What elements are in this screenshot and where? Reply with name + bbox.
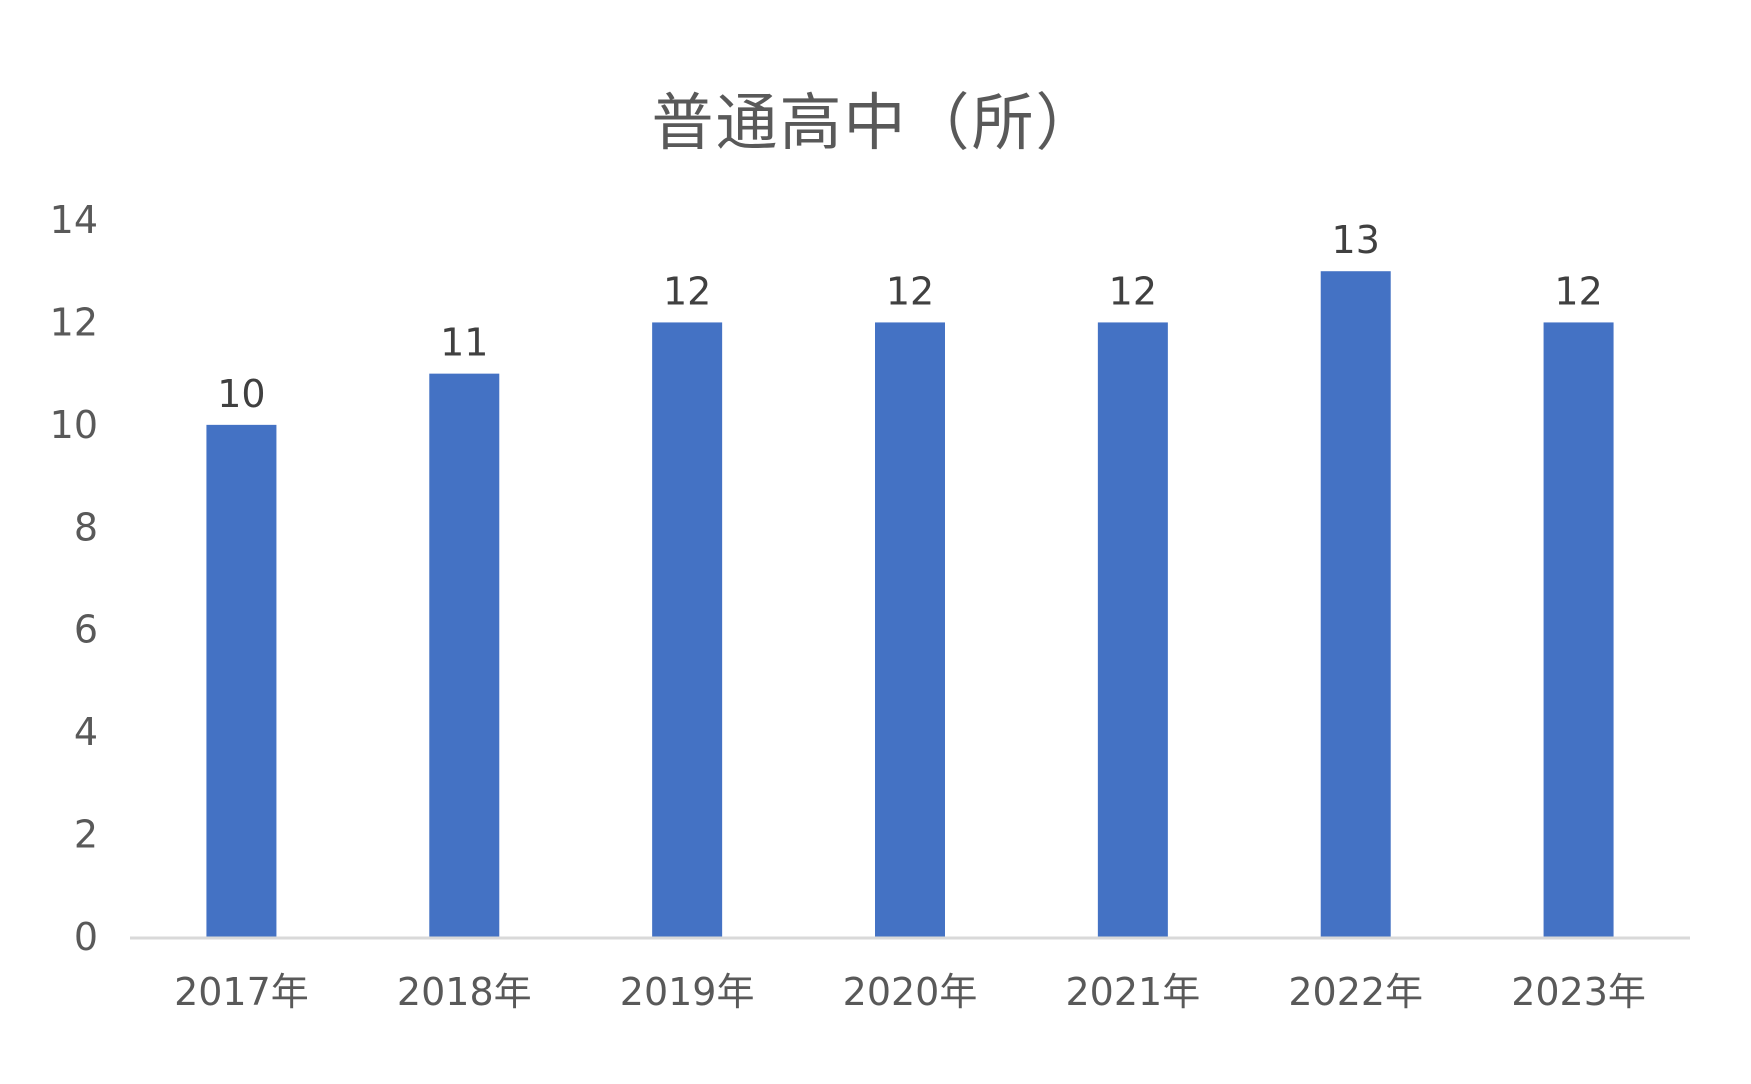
bar <box>1097 322 1168 937</box>
x-tick-label: 2017年 <box>174 970 309 1014</box>
y-tick-label: 2 <box>74 813 98 857</box>
data-label: 12 <box>1554 269 1602 313</box>
y-tick-label: 4 <box>74 710 98 754</box>
bar <box>206 424 277 937</box>
x-tick-label: 2022年 <box>1288 970 1423 1014</box>
bar <box>652 322 723 937</box>
x-tick-label: 2020年 <box>843 970 978 1014</box>
y-tick-label: 0 <box>74 915 98 959</box>
bar <box>1543 322 1614 937</box>
x-tick-label: 2018年 <box>397 970 532 1014</box>
data-label: 12 <box>1109 269 1157 313</box>
y-tick-label: 8 <box>74 505 98 549</box>
chart-title: 普通高中（所） <box>651 86 1100 159</box>
x-tick-label: 2019年 <box>620 970 755 1014</box>
x-tick-label: 2023年 <box>1511 970 1646 1014</box>
data-label: 12 <box>886 269 934 313</box>
y-tick-label: 10 <box>50 403 98 447</box>
x-tick-label: 2021年 <box>1065 970 1200 1014</box>
y-tick-label: 14 <box>50 198 98 242</box>
data-label: 11 <box>440 321 488 365</box>
y-tick-label: 12 <box>50 300 98 344</box>
bar <box>1320 271 1391 937</box>
bar <box>429 373 500 938</box>
data-label: 12 <box>663 269 711 313</box>
data-label: 13 <box>1332 218 1380 262</box>
y-tick-label: 6 <box>74 608 98 652</box>
bar <box>875 322 945 937</box>
data-label: 10 <box>217 372 265 416</box>
